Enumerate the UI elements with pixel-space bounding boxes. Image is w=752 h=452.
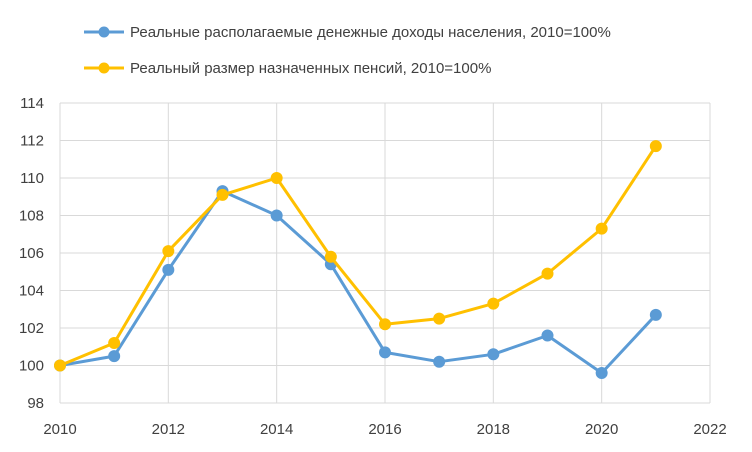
data-point (162, 263, 175, 276)
x-tick-label: 2014 (260, 421, 293, 438)
data-point (649, 140, 662, 153)
data-point (162, 245, 175, 258)
legend: Реальные располагаемые денежные доходы н… (84, 24, 611, 77)
y-tick-label: 100 (19, 358, 44, 375)
legend-label: Реальные располагаемые денежные доходы н… (130, 24, 611, 41)
data-point (595, 367, 608, 379)
legend-marker (98, 26, 110, 38)
series-1 (54, 140, 662, 372)
series-line (59, 145, 658, 367)
data-point (487, 348, 500, 361)
x-tick-label: 2016 (368, 421, 401, 438)
x-tick-label: 2010 (43, 421, 76, 438)
legend-entry: Реальные располагаемые денежные доходы н… (84, 24, 611, 41)
data-point (649, 308, 662, 321)
axes: 2010 2012 2014 2016 2018 2020 2022 98 100 102 104 1… (19, 95, 727, 438)
y-tick-label: 112 (20, 133, 44, 150)
legend-marker (98, 62, 110, 74)
data-point (108, 350, 121, 363)
data-point (433, 355, 446, 368)
x-tick-label: 2022 (693, 421, 726, 438)
y-tick-label: 110 (20, 170, 44, 187)
y-tick-label: 102 (19, 320, 44, 337)
y-tick-label: 98 (27, 395, 44, 412)
data-point (541, 267, 554, 280)
data-point (595, 222, 608, 235)
series-line (59, 189, 657, 375)
x-tick-label: 2012 (152, 421, 185, 438)
legend-label: Реальный размер назначенных пенсий, 2010… (130, 60, 491, 77)
y-tick-label: 106 (19, 245, 44, 262)
legend-entry: Реальный размер назначенных пенсий, 2010… (84, 60, 491, 77)
data-point (216, 188, 229, 201)
data-point (270, 172, 283, 184)
data-point (379, 346, 391, 359)
data-point (324, 250, 337, 263)
data-point (54, 359, 66, 372)
data-point (270, 209, 283, 222)
y-tick-label: 114 (20, 95, 44, 112)
y-tick-label: 108 (19, 208, 44, 225)
x-tick-label: 2018 (477, 421, 510, 438)
data-point (433, 312, 446, 325)
data-point (487, 297, 500, 310)
y-tick-label: 104 (19, 283, 44, 300)
x-tick-label: 2020 (585, 421, 618, 438)
data-point (379, 318, 391, 331)
series-group (54, 140, 662, 379)
series-0 (54, 185, 662, 379)
data-point (108, 337, 121, 349)
data-point (541, 329, 554, 342)
